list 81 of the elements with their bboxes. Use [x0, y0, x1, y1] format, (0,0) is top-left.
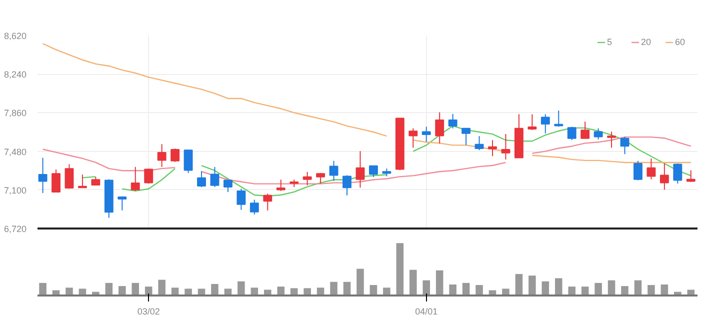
bar — [476, 285, 483, 296]
bar — [132, 282, 140, 296]
candlestick — [210, 166, 220, 188]
bar — [594, 282, 602, 296]
candlestick — [673, 162, 682, 184]
candlestick — [78, 174, 87, 188]
candlestick — [634, 160, 642, 181]
y-tick-label: 8,240 — [4, 70, 27, 80]
bar — [554, 278, 562, 296]
x-tick-label: 03/02 — [137, 306, 160, 316]
bar — [118, 286, 126, 296]
y-tick-label: 8,620 — [4, 31, 27, 41]
candlestick — [263, 193, 272, 211]
candlestick — [488, 140, 497, 157]
bar — [158, 280, 166, 296]
bar — [648, 285, 655, 296]
candlestick — [329, 160, 338, 182]
y-tick-label: 7,480 — [4, 146, 27, 157]
bar — [277, 286, 285, 296]
legend-label: 60 — [675, 37, 686, 47]
bar — [330, 282, 338, 296]
bar — [184, 288, 192, 296]
candlestick — [567, 126, 576, 141]
candlestick — [448, 113, 458, 129]
candlestick — [580, 121, 590, 139]
candlestick — [38, 157, 48, 194]
candlestick — [474, 136, 484, 151]
candlestick — [52, 169, 60, 193]
bar — [66, 288, 73, 296]
candlestick — [422, 126, 431, 142]
bar — [436, 270, 444, 296]
candlestick — [408, 128, 418, 148]
candlestick — [64, 164, 74, 190]
candlestick — [184, 148, 193, 174]
bar — [409, 270, 417, 296]
candlestick — [356, 150, 365, 188]
candlestick — [660, 162, 669, 190]
candlestick — [118, 196, 127, 211]
bar — [383, 288, 390, 296]
candlestick — [540, 114, 550, 134]
candlestick — [528, 114, 537, 131]
bar — [515, 274, 523, 296]
bar — [502, 288, 510, 296]
candlestick — [462, 128, 471, 146]
candlestick — [130, 166, 140, 192]
candlestick — [554, 110, 564, 128]
candlestick — [197, 170, 206, 188]
bar — [528, 276, 536, 296]
candlestick — [686, 170, 696, 182]
candlestick — [236, 188, 246, 210]
candlestick — [368, 165, 378, 178]
candlestick — [620, 136, 630, 155]
bar — [396, 243, 404, 296]
candlestick — [276, 179, 286, 192]
candlestick — [594, 128, 603, 140]
candlestick — [607, 131, 616, 148]
bar — [39, 282, 46, 296]
bar — [211, 284, 218, 296]
candlestick — [342, 174, 352, 196]
bar — [568, 286, 576, 296]
candlestick — [144, 168, 154, 184]
y-tick-label: 7,860 — [4, 108, 27, 118]
bar — [449, 284, 456, 296]
candlestick — [170, 148, 180, 162]
candlestick — [435, 112, 444, 144]
bar — [422, 280, 430, 296]
bar — [238, 281, 245, 296]
legend-label: 20 — [641, 37, 652, 47]
candlestick — [646, 158, 656, 180]
candlestick — [250, 199, 259, 215]
candlestick — [157, 144, 166, 168]
bar — [621, 286, 628, 296]
candlestick — [302, 171, 312, 186]
legend-label: 5 — [607, 37, 614, 47]
y-tick-label: 7,100 — [4, 185, 27, 196]
candlestick — [501, 134, 510, 160]
y-tick-label: 6,720 — [4, 224, 27, 234]
bar — [304, 288, 311, 296]
bar — [356, 268, 364, 296]
candlestick — [223, 179, 232, 193]
x-tick-label: 04/01 — [415, 306, 438, 316]
